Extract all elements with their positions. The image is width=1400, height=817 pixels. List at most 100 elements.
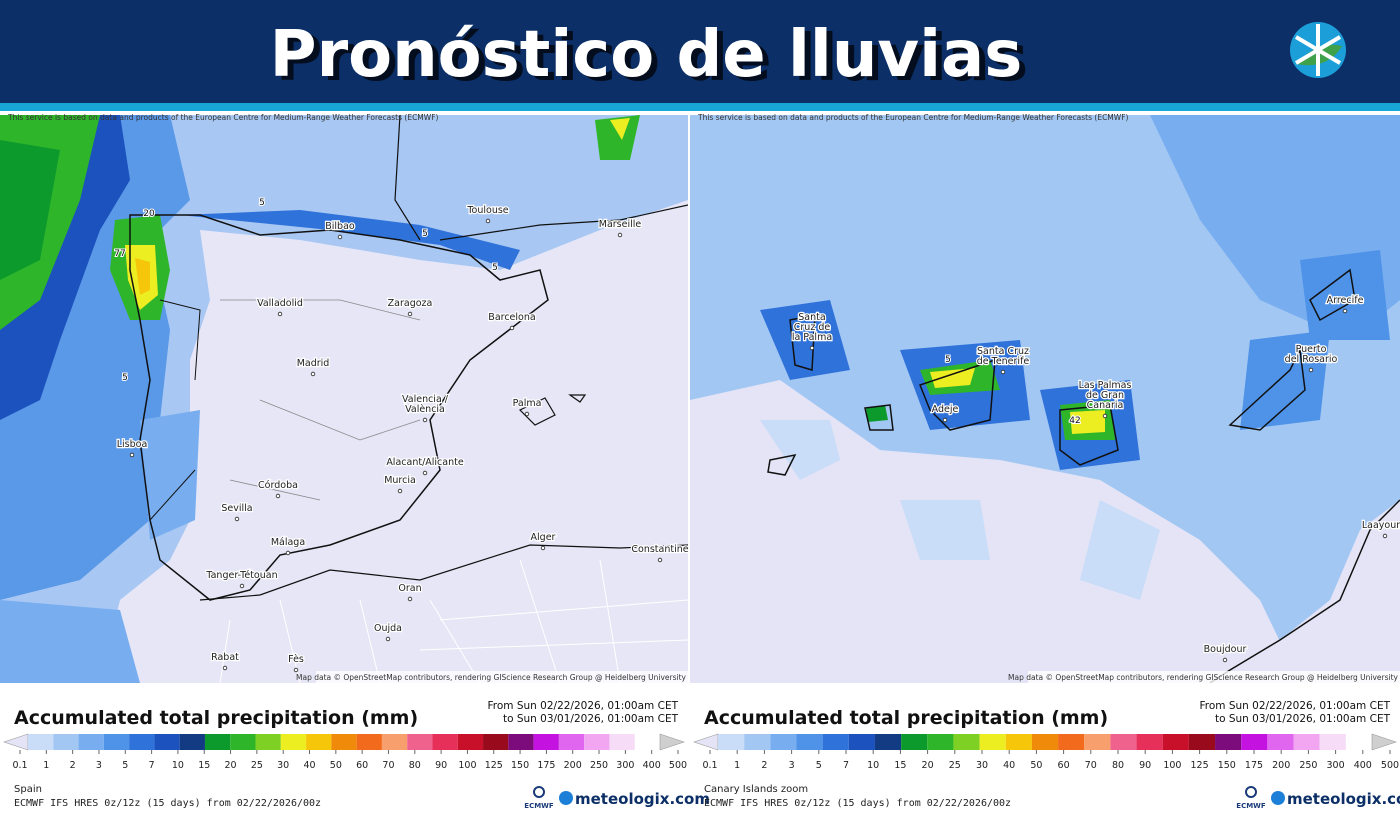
legend-tick-label: 125 xyxy=(1191,760,1209,771)
legend-tick-label: 175 xyxy=(1245,760,1263,771)
contour-label: 42 xyxy=(1069,416,1080,426)
place-label: Tanger-Tétouan xyxy=(205,570,277,581)
legend-tick-label: 30 xyxy=(976,760,988,771)
place-label: Valencia / xyxy=(402,394,449,405)
legend-tick-label: 400 xyxy=(643,760,661,771)
legend-cell xyxy=(154,734,180,750)
legend-tick-label: 80 xyxy=(1112,760,1124,771)
legend-cell xyxy=(609,734,635,750)
brand: meteologix.com xyxy=(575,790,710,808)
legend-tick-label: 40 xyxy=(1003,760,1015,771)
place-dot xyxy=(485,218,491,224)
legend-cell xyxy=(874,734,902,750)
period-from: From Sun 02/22/2026, 01:00am CET xyxy=(488,700,679,712)
place-label: de Gran xyxy=(1086,390,1124,401)
legend-cell xyxy=(1188,734,1216,750)
legend-title: Accumulated total precipitation (mm) xyxy=(14,707,418,729)
legend-tick-label: 175 xyxy=(537,760,555,771)
legend-cell xyxy=(28,734,54,750)
place-dot xyxy=(1382,533,1388,539)
place-label: Fès xyxy=(288,654,304,665)
legend-tick-label: 60 xyxy=(356,760,368,771)
legend-tick-label: 70 xyxy=(382,760,394,771)
legend-cell xyxy=(1241,734,1268,750)
place-dot xyxy=(234,516,240,522)
legend-cell xyxy=(901,734,928,750)
place-label: Constantine xyxy=(631,544,688,555)
place-label: Alacant/Alicante xyxy=(386,457,464,468)
legend-tick-label: 10 xyxy=(172,760,184,771)
map-credit-bg xyxy=(1028,671,1400,683)
contour-label: 5 xyxy=(945,355,951,365)
place-dot xyxy=(407,596,413,602)
legend-cell xyxy=(1084,734,1111,750)
legend-cell xyxy=(356,734,382,750)
legend-tick-label: 20 xyxy=(225,760,237,771)
legend-tick-label: 25 xyxy=(949,760,961,771)
title-shadow: Pronóstico de lluvias xyxy=(276,22,1029,96)
place-label: Barcelona xyxy=(488,312,535,323)
place-dot xyxy=(285,550,291,556)
place-label: Las Palmas xyxy=(1079,380,1132,391)
place-label: Sevilla xyxy=(221,503,252,514)
legend-tick-label: 150 xyxy=(511,760,529,771)
place-label: Rabat xyxy=(211,652,239,663)
place-label: Valladolid xyxy=(257,298,303,309)
legend-cell xyxy=(331,734,357,750)
legend-cell xyxy=(1136,734,1163,750)
legend-cell xyxy=(848,734,875,750)
legend-tick-label: 250 xyxy=(1299,760,1317,771)
legend-tick-label: 500 xyxy=(1381,760,1399,771)
legend-cell xyxy=(457,734,484,750)
place-dot xyxy=(129,452,135,458)
contour-label: 5 xyxy=(259,198,265,208)
legend-tick-label: 80 xyxy=(409,760,421,771)
map-canary xyxy=(690,115,1400,683)
legend-tick-label: 15 xyxy=(894,760,906,771)
period-from: From Sun 02/22/2026, 01:00am CET xyxy=(1200,700,1391,712)
legend-cell xyxy=(78,734,104,750)
logo xyxy=(1290,22,1346,78)
period-to: to Sun 03/01/2026, 01:00am CET xyxy=(1215,713,1391,725)
legend-tick-label: 90 xyxy=(1139,760,1151,771)
period-to: to Sun 03/01/2026, 01:00am CET xyxy=(503,713,679,725)
place-label: Oujda xyxy=(374,623,402,634)
legend-cell xyxy=(558,734,585,750)
legend-tick-label: 3 xyxy=(789,760,795,771)
ecmwf-icon xyxy=(533,786,545,798)
place-dot xyxy=(293,667,299,673)
legend-tick-label: 200 xyxy=(1272,760,1290,771)
place-dot xyxy=(617,232,623,238)
legend-cell xyxy=(1005,734,1032,750)
legend-tick-label: 150 xyxy=(1218,760,1236,771)
place-label: Alger xyxy=(531,532,556,543)
legend-cell xyxy=(1293,734,1320,750)
legend-tick-label: 0.1 xyxy=(702,760,717,771)
place-label: del Rosario xyxy=(1285,354,1338,365)
place-dot xyxy=(397,488,403,494)
place-dot xyxy=(509,325,515,331)
place-label: Canaria xyxy=(1087,400,1124,411)
place-dot xyxy=(540,545,546,551)
legend-title: Accumulated total precipitation (mm) xyxy=(704,707,1108,729)
place-dot xyxy=(1342,308,1348,314)
panel-divider xyxy=(688,115,690,683)
place-label: València xyxy=(405,404,445,415)
legend-cell xyxy=(1267,734,1294,750)
ecmwf-label: ECMWF xyxy=(1236,802,1266,810)
legend-tick-label: 60 xyxy=(1058,760,1070,771)
legend-cell xyxy=(306,734,332,750)
legend-arrow-right xyxy=(659,733,685,751)
legend-arrow-left xyxy=(693,733,719,751)
legend-tick-label: 5 xyxy=(816,760,822,771)
legend-cell xyxy=(822,734,849,750)
legend-cell xyxy=(230,734,256,750)
place-label: Madrid xyxy=(297,358,330,369)
place-label: Murcia xyxy=(384,475,416,486)
legend-tick-label: 15 xyxy=(198,760,210,771)
legend-tick-label: 3 xyxy=(96,760,102,771)
legend-tick-label: 1 xyxy=(734,760,740,771)
place-dot xyxy=(942,417,948,423)
place-label: Santa Cruz xyxy=(977,346,1029,357)
